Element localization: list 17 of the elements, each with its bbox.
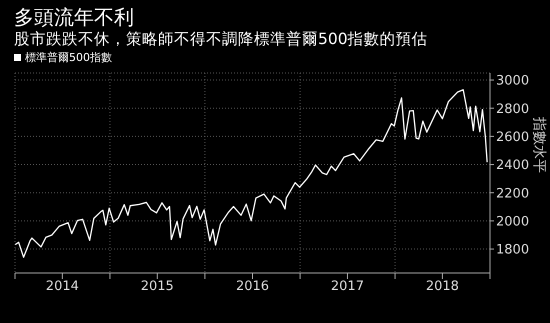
x-tick-label: 2016	[236, 279, 270, 294]
y-tick-label: 2800	[496, 102, 530, 117]
x-tick-label: 2014	[46, 279, 79, 294]
y-tick-label: 2400	[496, 158, 530, 174]
x-tick-label: 2017	[330, 279, 364, 294]
y-axis-title: 指數水平	[531, 116, 548, 173]
legend-label: 標準普爾500指數	[25, 51, 112, 64]
x-tick-label: 2018	[426, 279, 459, 294]
chart-subtitle: 股市跌跌不休，策略師不得不調降標準普爾500指數的預估	[14, 29, 428, 49]
line-series	[15, 89, 488, 258]
y-tick-label: 2200	[496, 186, 530, 202]
y-tick-label: 2000	[496, 214, 530, 230]
y-tick-label: 2600	[496, 130, 530, 145]
x-tick-label: 2015	[140, 279, 174, 294]
y-tick-label: 3000	[496, 74, 530, 89]
chart-title: 多頭流年不利	[14, 5, 134, 29]
y-tick-label: 1800	[496, 242, 530, 258]
